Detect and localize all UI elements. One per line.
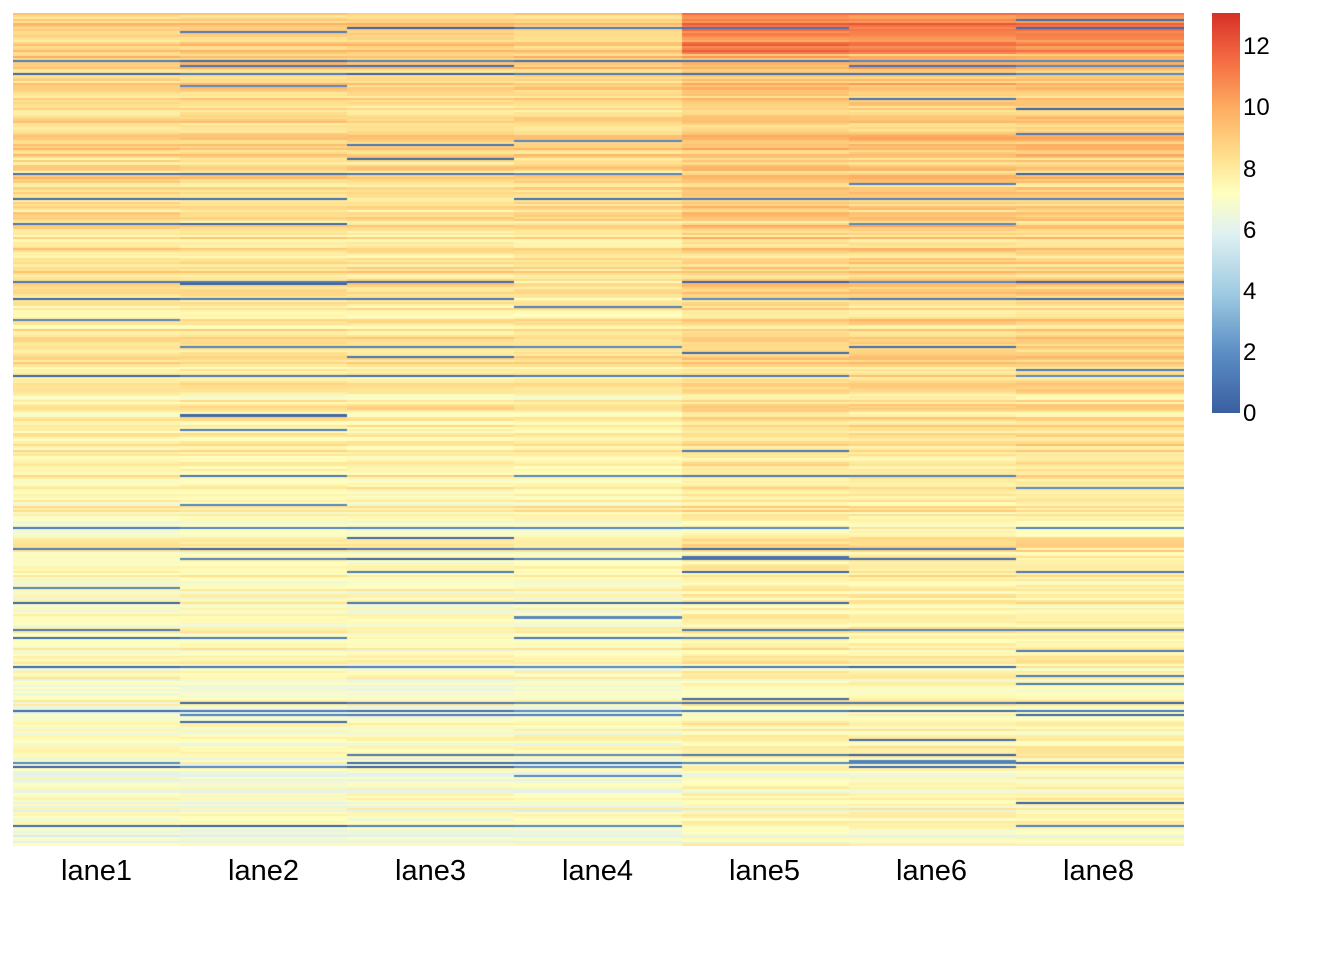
column-label-lane5: lane5 bbox=[729, 855, 800, 887]
heatmap-canvas bbox=[13, 13, 1184, 846]
column-label-lane4: lane4 bbox=[562, 855, 633, 887]
color-tick-10: 10 bbox=[1243, 94, 1270, 121]
column-label-lane8: lane8 bbox=[1063, 855, 1134, 887]
color-tick-4: 4 bbox=[1243, 278, 1257, 305]
color-tick-8: 8 bbox=[1243, 156, 1257, 183]
color-tick-2: 2 bbox=[1243, 339, 1257, 366]
color-tick-12: 12 bbox=[1243, 33, 1270, 60]
column-label-lane3: lane3 bbox=[395, 855, 466, 887]
color-scale-bar bbox=[1212, 13, 1240, 413]
color-tick-0: 0 bbox=[1243, 400, 1257, 427]
column-label-lane1: lane1 bbox=[61, 855, 132, 887]
column-label-lane6: lane6 bbox=[896, 855, 967, 887]
column-label-lane2: lane2 bbox=[228, 855, 299, 887]
color-tick-6: 6 bbox=[1243, 217, 1257, 244]
